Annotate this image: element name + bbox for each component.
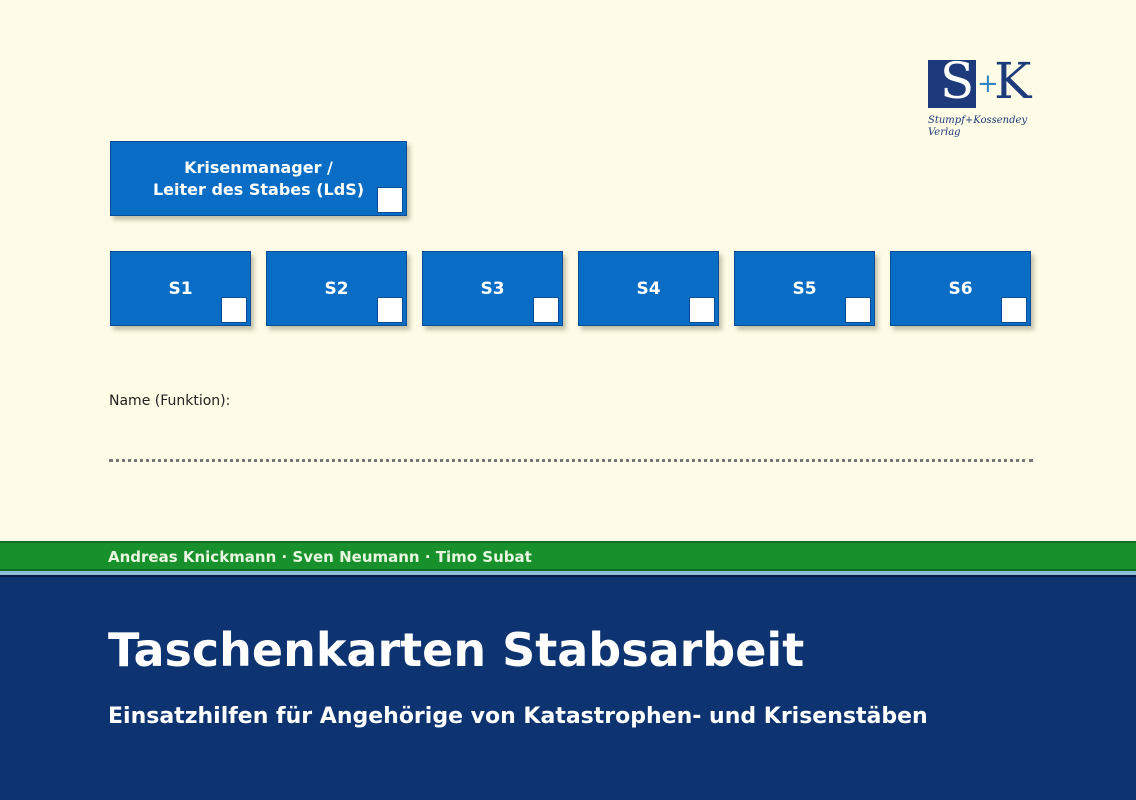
role-label: S3 xyxy=(480,279,505,299)
role-box-s1: S1 xyxy=(110,251,251,326)
role-label: S2 xyxy=(324,279,349,299)
role-box-s2: S2 xyxy=(266,251,407,326)
name-entry-line[interactable] xyxy=(109,459,1033,462)
role-label: S6 xyxy=(948,279,973,299)
role-box-s6: S6 xyxy=(890,251,1031,326)
role-label-leader: Krisenmanager / Leiter des Stabes (LdS) xyxy=(111,157,406,201)
checkbox-s4[interactable] xyxy=(689,297,715,323)
checkbox-s6[interactable] xyxy=(1001,297,1027,323)
name-function-label: Name (Funktion): xyxy=(109,393,231,409)
role-label: S1 xyxy=(168,279,193,299)
logo-text-line1: Stumpf+Kossendey xyxy=(928,115,1028,126)
publisher-logo: S + K Stumpf+Kossendey Verlag xyxy=(928,54,1038,148)
role-label-line2: Leiter des Stabes (LdS) xyxy=(152,180,365,199)
checkbox-s5[interactable] xyxy=(845,297,871,323)
logo-square xyxy=(928,60,976,108)
role-box-s4: S4 xyxy=(578,251,719,326)
checkbox-s2[interactable] xyxy=(377,297,403,323)
role-box-s5: S5 xyxy=(734,251,875,326)
logo-plus: + xyxy=(977,69,999,99)
role-label-line1: Krisenmanager / xyxy=(184,158,333,177)
logo-text-line2: Verlag xyxy=(928,127,961,138)
authors-band: Andreas Knickmann · Sven Neumann · Timo … xyxy=(0,541,1136,571)
logo-text: Stumpf+Kossendey Verlag xyxy=(928,115,1027,139)
role-label: S5 xyxy=(792,279,817,299)
book-subtitle: Einsatzhilfen für Angehörige von Katastr… xyxy=(108,704,928,729)
role-label: S4 xyxy=(636,279,661,299)
logo-mark: S + K xyxy=(928,54,1038,108)
logo-letter-k: K xyxy=(994,52,1032,110)
divider-line xyxy=(0,571,1136,575)
title-band: Taschenkarten Stabsarbeit Einsatzhilfen … xyxy=(0,575,1136,800)
logo-letter-s: S xyxy=(940,52,975,110)
authors-text: Andreas Knickmann · Sven Neumann · Timo … xyxy=(108,548,532,566)
role-box-leader: Krisenmanager / Leiter des Stabes (LdS) xyxy=(110,141,407,216)
book-title: Taschenkarten Stabsarbeit xyxy=(108,623,805,677)
role-box-s3: S3 xyxy=(422,251,563,326)
checkbox-s1[interactable] xyxy=(221,297,247,323)
checkbox-s3[interactable] xyxy=(533,297,559,323)
checkbox-leader[interactable] xyxy=(377,187,403,213)
